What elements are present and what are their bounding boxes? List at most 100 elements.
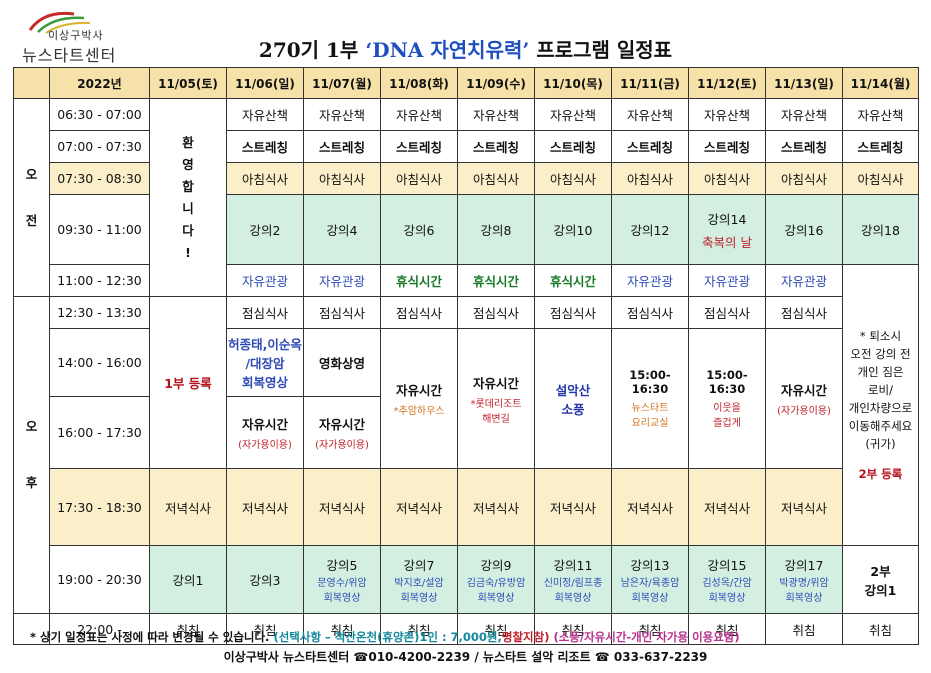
lecture-cell: 2부 강의1: [842, 545, 919, 614]
note-line: 로비/: [867, 383, 894, 397]
note-line: 오전 강의 전: [850, 347, 911, 361]
row-1400: 14:00 - 16:00 허종태,이순옥 /대장암 회복영상 영화상영 자유시…: [14, 328, 919, 469]
logo-swoosh-icon: [28, 11, 91, 34]
title-program: ‘DNA 자연치유력’: [365, 38, 530, 62]
free-time-label: 자유시간: [395, 383, 442, 398]
lunch-cell: 점심식사: [457, 296, 535, 329]
lecture-sub: 박광명/위암: [779, 578, 829, 589]
sleep-cell: 취침: [765, 613, 843, 645]
lecture-title: 강의14: [707, 211, 747, 227]
lecture-cell: 강의12: [611, 194, 689, 265]
row-1230: 오 후 12:30 - 13:30 1부 등록 점심식사 점심식사 점심식사 점…: [13, 296, 919, 614]
lecture-cell: 강의3: [226, 545, 304, 614]
walk-cell: 자유산책: [534, 98, 612, 131]
lecture-title: 강의1: [864, 582, 897, 598]
row-0730: 07:30 - 08:30 아침식사 아침식사 아침식사 아침식사 아침식사 아…: [13, 162, 919, 195]
time-cell: 19:00 - 20:30: [49, 545, 150, 614]
lecture-cell: 강의15 김성옥/간암 회복영상: [688, 545, 766, 614]
video-line: /대장암: [245, 356, 285, 371]
tour-cell: 자유관광: [226, 264, 304, 297]
sleep-cell: 취침: [534, 613, 612, 645]
lecture-sub: 회복영상: [323, 593, 361, 604]
walk-cell: 자유산책: [688, 98, 766, 131]
free-time-sub: (자가용이용): [777, 406, 831, 417]
row-1600: 16:00 - 17:30 자유시간 (자가용이용) 자유시간 (자가용이용): [14, 396, 919, 469]
header-day: 11/07(월): [303, 67, 381, 99]
movie-cell: 영화상영: [303, 328, 381, 397]
time-label: 15:00-16:30: [629, 368, 671, 396]
tour-cell: 자유관광: [611, 264, 689, 297]
free-time-sub: (자가용이용): [238, 440, 292, 451]
note-change: * 상기 일정표는 사정에 따라 변경될 수 있습니다.: [30, 630, 270, 644]
departure-note-cell: * 퇴소시 오전 강의 전 개인 짐은 로비/ 개인차량으로 이동해주세요 (귀…: [842, 264, 919, 546]
breakfast-cell: 아침식사: [457, 162, 535, 195]
walk-cell: 자유산책: [457, 98, 535, 131]
lecture-sub: 신미정/림프종: [543, 578, 603, 589]
note-line: 개인차량으로: [848, 401, 913, 415]
dinner-cell: 저녁식사: [457, 468, 535, 546]
dinner-cell: 저녁식사: [303, 468, 381, 546]
header-day: 11/13(일): [765, 67, 843, 99]
picnic-cell: 설악산 소풍: [534, 328, 612, 469]
neighbors-sub: 즐겁게: [713, 418, 741, 429]
dinner-cell: 저녁식사: [534, 468, 612, 546]
note-nametag: 명찰지참): [501, 630, 550, 644]
period-pm-char: 오: [25, 419, 38, 434]
lecture-title: 강의11: [553, 558, 593, 573]
page-title: 270기 1부 ‘DNA 자연치유력’ 프로그램 일정표: [0, 34, 931, 63]
header-year: 2022년: [49, 67, 150, 99]
welcome-char: 다: [182, 222, 194, 238]
walk-cell: 자유산책: [380, 98, 458, 131]
welcome-char: 니: [182, 200, 194, 216]
welcome-cell: 환 영 합 니 다 !: [149, 98, 227, 297]
lecture-sub: 김금숙/유방암: [466, 578, 526, 589]
footer-note: * 상기 일정표는 사정에 따라 변경될 수 있습니다. (선택사항 – 척산온…: [30, 629, 740, 645]
lecture-cell: 강의11 신미정/림프종 회복영상: [534, 545, 612, 614]
stretch-cell: 스트레칭: [534, 130, 612, 163]
period-blank: [13, 613, 50, 645]
tour-cell: 자유관광: [303, 264, 381, 297]
note-line: 개인 짐은: [857, 365, 904, 379]
lecture-cell: 강의16: [765, 194, 843, 265]
title-prefix: 270기 1부: [258, 38, 359, 62]
time-label: 15:00-16:30: [706, 368, 748, 396]
lecture-sub: 회복영상: [708, 593, 746, 604]
time-cell: 06:30 - 07:00: [49, 98, 150, 131]
note-option: (선택사항 – 척산온천(휴양촌)1인 : 7,000원,: [273, 630, 502, 644]
free-time-cell: 자유시간 (자가용이용): [765, 328, 843, 469]
header-day: 11/11(금): [611, 67, 689, 99]
breakfast-cell: 아침식사: [611, 162, 689, 195]
welcome-char: 합: [182, 178, 194, 194]
lecture-cell: 강의2: [226, 194, 304, 265]
tour-cell: 자유관광: [688, 264, 766, 297]
lecture-cell: 강의9 김금숙/유방암 회복영상: [457, 545, 535, 614]
free-time-label: 자유시간: [318, 417, 365, 432]
stretch-cell: 스트레칭: [611, 130, 689, 163]
lecture-cell: 강의10: [534, 194, 612, 265]
logo-name: 뉴스타트센터: [22, 46, 117, 65]
lunch-cell: 점심식사: [611, 296, 689, 329]
time-cell: 09:30 - 11:00: [49, 194, 150, 265]
note-line: 이동해주세요: [848, 419, 913, 433]
rest-cell: 휴식시간: [457, 264, 535, 297]
sleep-cell: 취침: [457, 613, 535, 645]
sleep-cell: 취침: [611, 613, 689, 645]
breakfast-cell: 아침식사: [380, 162, 458, 195]
lecture-cell: 강의18: [842, 194, 919, 265]
sleep-cell: 취침: [303, 613, 381, 645]
time-cell: 16:00 - 17:30: [49, 396, 150, 469]
lecture-cell: 강의13 남은자/육종암 회복영상: [611, 545, 689, 614]
header-day: 11/08(화): [380, 67, 458, 99]
lecture-title: 강의7: [403, 558, 435, 573]
lecture-cell: 강의14 축복의 날: [688, 194, 766, 265]
dinner-cell: 저녁식사: [765, 468, 843, 546]
header-day: 11/05(토): [149, 67, 227, 99]
lecture-title: 강의17: [784, 558, 824, 573]
lecture-sub: 회복영상: [477, 593, 515, 604]
free-time-sub: 해변길: [482, 413, 510, 425]
lecture-cell: 강의17 박광명/위암 회복영상: [765, 545, 843, 614]
lecture-cell: 강의1: [149, 545, 227, 614]
note-line: (귀가): [865, 437, 896, 451]
walk-cell: 자유산책: [765, 98, 843, 131]
breakfast-cell: 아침식사: [842, 162, 919, 195]
